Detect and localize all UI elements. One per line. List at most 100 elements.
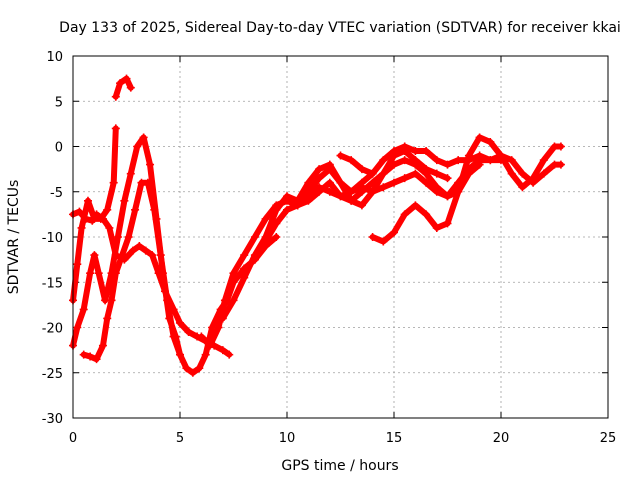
data-point-track-1 xyxy=(109,178,118,187)
data-point-track-3 xyxy=(135,242,144,251)
data-point-track-10 xyxy=(518,169,527,178)
data-point-track-10 xyxy=(454,156,463,165)
chart-title: Day 133 of 2025, Sidereal Day-to-day VTE… xyxy=(59,20,621,36)
data-point-track-10 xyxy=(507,156,516,165)
data-point-track-3 xyxy=(176,318,184,327)
data-point-track-2 xyxy=(122,74,131,83)
data-point-track-10 xyxy=(368,169,377,178)
data-point-track-10 xyxy=(475,151,484,160)
data-point-track-11 xyxy=(411,201,420,210)
data-point-track-11 xyxy=(368,233,377,241)
data-point-track-1 xyxy=(83,196,92,205)
data-point-track-5 xyxy=(131,205,140,214)
data-point-track-5 xyxy=(92,355,101,364)
data-point-track-10 xyxy=(379,156,388,165)
data-point-track-7 xyxy=(218,314,227,323)
data-point-track-10 xyxy=(411,147,420,156)
data-point-track-11 xyxy=(464,151,473,160)
data-point-track-9 xyxy=(304,178,313,187)
data-point-track-5 xyxy=(79,350,88,359)
data-point-track-6 xyxy=(220,296,229,305)
data-point-track-6 xyxy=(240,251,249,260)
data-point-track-9 xyxy=(357,183,366,192)
data-point-track-9 xyxy=(432,187,441,196)
data-point-track-4 xyxy=(113,233,122,241)
data-point-track-5 xyxy=(163,296,172,305)
data-point-track-7 xyxy=(315,174,324,183)
data-point-track-8 xyxy=(368,178,377,187)
x-tick-label: 15 xyxy=(386,431,403,446)
y-tick-label: -15 xyxy=(42,276,63,291)
y-tick-label: -25 xyxy=(42,367,63,382)
data-point-track-9 xyxy=(443,192,452,201)
data-point-track-8 xyxy=(315,187,324,196)
data-point-track-10 xyxy=(390,147,398,156)
data-point-track-3 xyxy=(225,350,234,359)
data-point-track-8 xyxy=(400,156,409,165)
x-tick-label: 10 xyxy=(279,431,296,446)
data-point-track-6 xyxy=(197,332,206,341)
data-point-track-5 xyxy=(86,352,95,361)
data-point-track-11 xyxy=(379,237,388,246)
data-point-track-9 xyxy=(411,169,420,178)
data-point-track-11 xyxy=(556,142,565,151)
data-point-track-10 xyxy=(443,160,452,169)
data-point-track-5 xyxy=(107,296,116,305)
data-point-track-5 xyxy=(118,251,127,260)
y-tick-label: 10 xyxy=(46,50,63,65)
y-tick-label: -20 xyxy=(42,322,63,337)
data-point-track-4 xyxy=(73,323,82,332)
data-point-track-11 xyxy=(486,137,495,146)
data-point-track-7 xyxy=(229,296,238,305)
data-point-track-9 xyxy=(400,174,409,183)
data-point-track-2 xyxy=(126,83,135,92)
data-point-track-11 xyxy=(432,223,441,232)
data-point-track-8 xyxy=(272,219,281,228)
data-point-track-10 xyxy=(400,142,409,151)
data-point-track-7 xyxy=(443,174,452,183)
data-point-track-9 xyxy=(336,178,345,187)
data-point-track-9 xyxy=(379,183,388,192)
data-point-track-10 xyxy=(486,156,495,165)
data-point-track-7 xyxy=(283,192,291,201)
data-point-track-5 xyxy=(111,269,120,278)
data-point-track-6 xyxy=(214,323,223,332)
data-point-track-6 xyxy=(229,269,238,278)
data-point-track-9 xyxy=(315,165,324,174)
data-point-track-3 xyxy=(218,346,227,355)
data-point-track-5 xyxy=(176,350,184,359)
data-point-track-10 xyxy=(539,169,548,178)
data-point-track-2 xyxy=(111,92,120,101)
x-axis-label: GPS time / hours xyxy=(281,458,398,474)
data-point-track-3 xyxy=(128,246,137,255)
data-point-track-10 xyxy=(556,160,565,169)
data-point-track-6 xyxy=(325,187,334,196)
data-point-track-9 xyxy=(347,187,356,196)
data-point-track-1 xyxy=(111,124,120,133)
plot-frame xyxy=(72,55,609,419)
data-point-track-11 xyxy=(443,219,452,228)
y-tick-label: -10 xyxy=(42,231,63,246)
data-point-track-6 xyxy=(205,341,214,350)
grid xyxy=(73,56,608,418)
data-point-track-8 xyxy=(261,237,270,246)
data-point-track-8 xyxy=(347,196,356,205)
data-point-track-9 xyxy=(293,196,302,205)
series-track-2 xyxy=(112,75,134,100)
data-point-track-8 xyxy=(411,160,420,169)
y-tick-label: 5 xyxy=(55,95,63,110)
data-point-track-1 xyxy=(103,205,112,214)
data-point-track-9 xyxy=(390,178,398,187)
data-point-track-2 xyxy=(116,79,125,88)
data-point-track-5 xyxy=(103,314,112,323)
data-point-track-11 xyxy=(518,183,527,192)
data-point-track-10 xyxy=(432,156,441,165)
data-point-track-11 xyxy=(454,187,463,196)
data-point-track-10 xyxy=(336,151,345,160)
data-point-track-1 xyxy=(77,223,86,232)
data-point-track-4 xyxy=(126,169,135,178)
data-point-track-4 xyxy=(120,196,129,205)
x-tick-label: 25 xyxy=(600,431,617,446)
data-point-track-11 xyxy=(497,151,505,160)
